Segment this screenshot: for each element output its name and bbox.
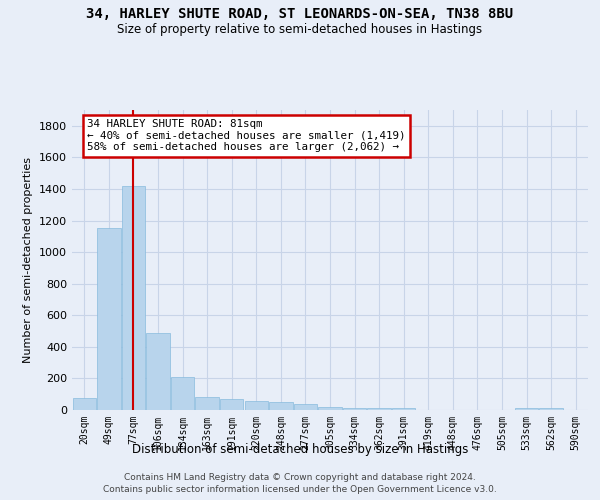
Text: 34, HARLEY SHUTE ROAD, ST LEONARDS-ON-SEA, TN38 8BU: 34, HARLEY SHUTE ROAD, ST LEONARDS-ON-SE… xyxy=(86,8,514,22)
Bar xyxy=(146,332,170,410)
Bar xyxy=(97,228,121,410)
Bar xyxy=(245,400,268,410)
Bar xyxy=(196,398,219,410)
Text: Size of property relative to semi-detached houses in Hastings: Size of property relative to semi-detach… xyxy=(118,22,482,36)
Bar xyxy=(269,402,293,410)
Text: Contains public sector information licensed under the Open Government Licence v3: Contains public sector information licen… xyxy=(103,485,497,494)
Text: Distribution of semi-detached houses by size in Hastings: Distribution of semi-detached houses by … xyxy=(132,442,468,456)
Bar xyxy=(122,186,145,410)
Bar xyxy=(171,377,194,410)
Bar xyxy=(539,408,563,410)
Text: 34 HARLEY SHUTE ROAD: 81sqm
← 40% of semi-detached houses are smaller (1,419)
58: 34 HARLEY SHUTE ROAD: 81sqm ← 40% of sem… xyxy=(88,119,406,152)
Text: Contains HM Land Registry data © Crown copyright and database right 2024.: Contains HM Land Registry data © Crown c… xyxy=(124,472,476,482)
Bar xyxy=(220,399,244,410)
Y-axis label: Number of semi-detached properties: Number of semi-detached properties xyxy=(23,157,34,363)
Bar xyxy=(73,398,96,410)
Bar xyxy=(343,408,366,410)
Bar xyxy=(367,408,391,410)
Bar xyxy=(392,408,415,410)
Bar xyxy=(515,408,538,410)
Bar xyxy=(319,407,341,410)
Bar xyxy=(294,404,317,410)
